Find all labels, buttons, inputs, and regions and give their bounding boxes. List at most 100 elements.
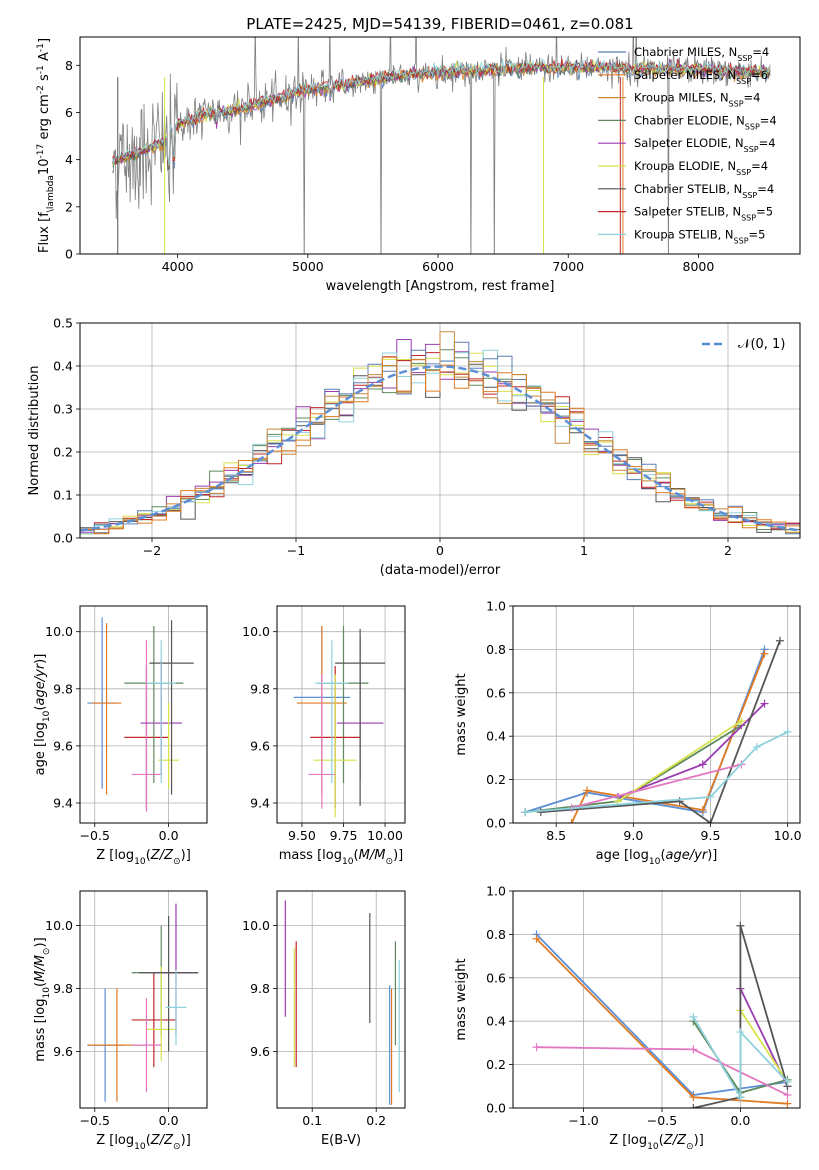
x-axis-label: wavelength [Angstrom, rest frame] <box>326 279 555 294</box>
axes-z-age: −0.5 0.0 9.4 9.6 9.8 10.0 Z [log10(Z/Z⊙)] age [… <box>33 605 208 867</box>
x-tick-label: −2 <box>143 543 161 558</box>
plot-area <box>293 625 386 818</box>
y-tick-label: 8 <box>65 58 73 73</box>
weight-marker <box>760 699 769 708</box>
weight-series-line <box>617 720 742 803</box>
x-tick-label: −1 <box>287 543 305 558</box>
weight-marker <box>736 1028 745 1037</box>
x-tick-label: 1 <box>580 543 588 558</box>
y-tick-label: 9.8 <box>250 981 270 996</box>
y-tick-label: 0.8 <box>486 642 506 657</box>
plot-area <box>87 903 199 1102</box>
x-tick-label: 0.0 <box>159 828 179 843</box>
spectrum-model-line <box>112 57 771 166</box>
x-tick-label: −0.5 <box>80 1113 110 1128</box>
y-tick-label: 10.0 <box>45 624 73 639</box>
y-tick-label: 10.0 <box>45 918 73 933</box>
y-tick-label: 0.2 <box>486 772 506 787</box>
x-axis-label: (data-model)/error <box>380 563 501 578</box>
y-tick-label: 1.0 <box>486 884 506 899</box>
y-tick-label: 0.3 <box>53 402 73 417</box>
weight-marker <box>737 717 746 726</box>
weight-series-line <box>570 653 766 823</box>
normal-curve <box>80 365 800 532</box>
x-tick-label: 7000 <box>552 259 584 274</box>
weight-marker <box>583 786 592 795</box>
x-tick-label: 10.0 <box>774 828 802 843</box>
axes-z-mass: −0.5 0.0 9.6 9.8 10.0 Z [log10(Z/Z⊙)] mass [lo… <box>33 890 208 1152</box>
weight-series-line <box>571 763 742 809</box>
x-tick-label: 6000 <box>422 259 454 274</box>
weight-series-line <box>692 1016 789 1101</box>
y-tick-label: 9.8 <box>53 681 73 696</box>
axes-frame <box>79 890 208 1109</box>
y-tick-label: 0.4 <box>486 1014 506 1029</box>
y-tick-label: 10.0 <box>242 624 270 639</box>
weight-series-line <box>525 649 766 814</box>
y-tick-label: 9.8 <box>250 681 270 696</box>
y-tick-label: 9.6 <box>250 1044 270 1059</box>
weight-marker <box>567 819 576 823</box>
weight-marker <box>521 808 530 817</box>
x-tick-label: 9.0 <box>623 828 643 843</box>
x-tick-label: −0.5 <box>80 828 110 843</box>
legend-label: Salpeter ELODIE, NSSP=4 <box>634 136 776 154</box>
histogram-step <box>80 331 800 534</box>
y-tick-label: 6 <box>65 105 73 120</box>
y-tick-label: 9.6 <box>53 1044 73 1059</box>
x-tick-label: 9.50 <box>288 828 316 843</box>
axes-age-weight: 8.5 9.0 9.5 10.0 0.0 0.2 0.4 0.6 0.8 1.0 age [log1… <box>454 599 802 868</box>
weight-marker <box>783 1077 792 1086</box>
y-tick-label: 0.8 <box>486 927 506 942</box>
weight-marker <box>698 760 707 769</box>
weight-marker <box>698 805 707 814</box>
y-axis-label: mass weight <box>454 673 469 755</box>
x-axis-label: Z [log10(Z/Z⊙)] <box>96 848 191 867</box>
legend-label: Chabrier MILES, NSSP=4 <box>634 45 769 63</box>
x-tick-label: 5000 <box>292 259 324 274</box>
axes-z-weight: −1.0 −0.5 0.0 0.0 0.2 0.4 0.6 0.8 1.0 Z [log10(Z/… <box>454 884 801 1152</box>
x-tick-label: 8.5 <box>546 828 566 843</box>
y-tick-label: 9.6 <box>250 738 270 753</box>
y-tick-label: 4 <box>65 152 73 167</box>
axes-spectrum: 4000 5000 6000 7000 8000 0 2 4 6 8 wavelength [Ang… <box>36 36 801 294</box>
plot-area <box>284 900 400 1105</box>
x-tick-label: −0.5 <box>647 1113 677 1128</box>
x-axis-label: Z [log10(Z/Z⊙)] <box>96 1133 191 1152</box>
y-tick-label: 0.6 <box>486 685 506 700</box>
weight-series-line <box>617 702 766 798</box>
x-axis-label: age [log10(age/yr)] <box>596 848 718 867</box>
weight-marker <box>706 792 715 801</box>
weight-marker <box>532 1043 541 1052</box>
y-tick-label: 0.4 <box>486 729 506 744</box>
x-tick-label: 0 <box>436 543 444 558</box>
axes-frame <box>79 36 801 255</box>
axes-mass-age: 9.50 9.75 10.00 9.4 9.6 9.8 10.0 mass [log10(M/… <box>242 605 406 867</box>
weight-marker <box>536 808 545 817</box>
y-tick-label: 10.0 <box>242 918 270 933</box>
y-tick-label: 0.0 <box>486 816 506 831</box>
y-tick-label: 9.6 <box>53 738 73 753</box>
y-tick-label: 0.1 <box>53 488 73 503</box>
weight-marker <box>689 1012 698 1021</box>
weight-marker <box>775 636 784 645</box>
x-tick-label: 9.5 <box>701 828 721 843</box>
y-tick-label: 0 <box>65 247 73 262</box>
x-tick-label: 10.00 <box>367 828 403 843</box>
spectrum-legend: Chabrier MILES, NSSP=4 Salpeter MILES, NS… <box>598 45 777 245</box>
weight-marker <box>783 727 792 736</box>
axes-residuals: −2 −1 0 1 2 0.0 0.1 0.2 0.3 0.4 0.5 (data-model)/er… <box>27 316 801 578</box>
y-axis-label: mass weight <box>454 958 469 1040</box>
x-axis-label: mass [log10(M/M⊙)] <box>279 848 403 867</box>
x-tick-label: 4000 <box>162 259 194 274</box>
axes-frame <box>512 605 801 824</box>
x-axis-label: E(B-V) <box>321 1133 361 1148</box>
y-tick-label: 9.4 <box>250 796 270 811</box>
plot-area <box>87 617 194 812</box>
axes-frame <box>276 605 406 824</box>
x-tick-label: 9.75 <box>330 828 358 843</box>
legend-label: Kroupa ELODIE, NSSP=4 <box>634 159 768 177</box>
legend-label: 𝒩(0, 1) <box>738 337 785 352</box>
weight-marker <box>736 1093 745 1102</box>
weight-series-line <box>525 731 789 813</box>
